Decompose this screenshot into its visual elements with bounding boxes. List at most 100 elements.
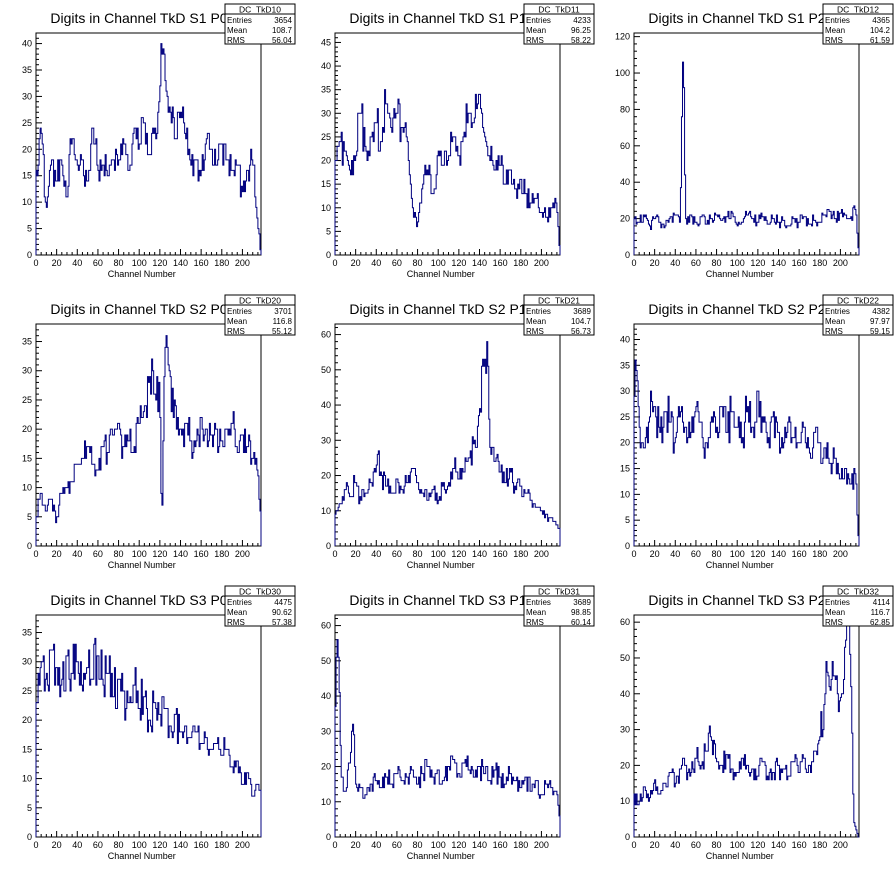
y-tick-label: 30 — [620, 725, 630, 735]
x-tick-label: 160 — [493, 258, 508, 268]
stats-box — [523, 585, 595, 627]
histogram-line — [633, 618, 859, 838]
x-tick-label: 180 — [214, 258, 229, 268]
plot-frame — [334, 323, 561, 547]
stats-value: 4365 — [872, 16, 890, 25]
histogram-line — [334, 341, 561, 546]
stats-name: DC_TkD32 — [837, 587, 879, 597]
y-tick-label: 25 — [620, 412, 630, 422]
y-tick-label: 10 — [321, 506, 331, 516]
stats-value: 4114 — [873, 598, 891, 607]
y-tick-label: 35 — [620, 360, 630, 370]
y-tick-label: 25 — [22, 395, 32, 405]
x-tick-label: 140 — [472, 840, 487, 850]
x-tick-label: 60 — [93, 258, 103, 268]
x-tick-label: 200 — [833, 258, 848, 268]
x-tick-label: 20 — [52, 549, 62, 559]
y-tick-label: 40 — [321, 400, 331, 410]
stats-value: 108.7 — [272, 26, 293, 35]
stats-value: 116.8 — [273, 317, 293, 326]
x-tick-label: 120 — [152, 258, 167, 268]
stats-label: Entries — [825, 307, 850, 316]
x-tick-label: 100 — [730, 258, 745, 268]
x-tick-label: 80 — [413, 549, 423, 559]
x-tick-label: 120 — [152, 549, 167, 559]
histogram-svg: Digits in Channel TkD S3 P20 20 40 60 80 100 1… — [620, 585, 894, 861]
y-tick-label: 30 — [321, 108, 331, 118]
stats-name: DC_TkD20 — [239, 296, 281, 306]
x-tick-label: 60 — [93, 840, 103, 850]
x-tick-label: 140 — [472, 258, 487, 268]
x-tick-label: 0 — [631, 840, 636, 850]
y-tick-label: 20 — [620, 438, 630, 448]
x-tick-label: 60 — [691, 549, 701, 559]
y-tick-label: 15 — [22, 453, 32, 463]
x-tick-label: 200 — [534, 549, 549, 559]
x-tick-label: 0 — [631, 549, 636, 559]
stats-value: 98.85 — [571, 608, 592, 617]
stats-label: Entries — [227, 307, 252, 316]
x-tick-label: 180 — [513, 549, 528, 559]
x-tick-label: 60 — [392, 549, 402, 559]
x-tick-label: 0 — [332, 549, 337, 559]
x-tick-label: 120 — [152, 840, 167, 850]
histogram-line — [334, 639, 561, 837]
x-tick-label: 60 — [93, 549, 103, 559]
x-axis-label: Channel Number — [108, 560, 176, 570]
plot-frame — [633, 614, 860, 838]
chart-title: Digits in Channel TkD S1 P1 — [349, 10, 526, 26]
stats-label: Entries — [526, 307, 551, 316]
y-tick-label: 0 — [326, 832, 331, 842]
x-axis-label: Channel Number — [407, 269, 475, 279]
stats-label: RMS — [227, 36, 245, 45]
histogram-panel: Digits in Channel TkD S2 P2 0 20 40 60 80 100 1… — [598, 291, 896, 581]
stats-label: RMS — [825, 36, 843, 45]
x-tick-label: 40 — [670, 258, 680, 268]
histogram-svg: Digits in Channel TkD S1 P2 0 20 40 60 80 100 1… — [615, 3, 894, 279]
x-tick-label: 40 — [72, 549, 82, 559]
x-tick-label: 0 — [33, 549, 38, 559]
y-tick-label: 30 — [620, 386, 630, 396]
stats-label: Entries — [227, 16, 252, 25]
x-tick-label: 0 — [33, 258, 38, 268]
stats-value: 58.22 — [571, 36, 592, 45]
x-tick-label: 100 — [431, 840, 446, 850]
y-tick-label: 40 — [620, 177, 630, 187]
x-tick-label: 20 — [351, 549, 361, 559]
stats-value: 61.59 — [870, 36, 891, 45]
y-tick-label: 15 — [22, 744, 32, 754]
stats-label: Mean — [227, 608, 247, 617]
x-tick-label: 120 — [750, 840, 765, 850]
histogram-line — [35, 637, 262, 837]
y-tick-label: 20 — [22, 144, 32, 154]
stats-value: 56.04 — [272, 36, 293, 45]
stats-value: 104.2 — [870, 26, 891, 35]
stats-name: DC_TkD10 — [239, 5, 281, 15]
stats-label: Mean — [825, 317, 845, 326]
stats-box — [224, 294, 296, 336]
x-tick-label: 180 — [214, 840, 229, 850]
stats-box — [822, 3, 894, 45]
x-tick-label: 200 — [833, 840, 848, 850]
y-tick-label: 120 — [615, 32, 630, 42]
stats-label: Mean — [526, 317, 546, 326]
stats-label: Mean — [227, 317, 247, 326]
y-tick-label: 35 — [22, 65, 32, 75]
y-tick-label: 20 — [620, 214, 630, 224]
x-axis-label: Channel Number — [108, 851, 176, 861]
x-tick-label: 100 — [431, 549, 446, 559]
stats-label: Entries — [526, 16, 551, 25]
y-tick-label: 0 — [625, 541, 630, 551]
x-tick-label: 140 — [771, 840, 786, 850]
x-tick-label: 160 — [194, 549, 209, 559]
stats-value: 3654 — [274, 16, 292, 25]
y-tick-label: 60 — [620, 617, 630, 627]
stats-value: 57.38 — [272, 618, 293, 627]
x-tick-label: 160 — [792, 840, 807, 850]
chart-title: Digits in Channel TkD S3 P1 — [349, 592, 526, 608]
x-tick-label: 0 — [631, 258, 636, 268]
y-tick-label: 40 — [620, 334, 630, 344]
stats-value: 4233 — [573, 16, 591, 25]
y-tick-label: 10 — [22, 483, 32, 493]
